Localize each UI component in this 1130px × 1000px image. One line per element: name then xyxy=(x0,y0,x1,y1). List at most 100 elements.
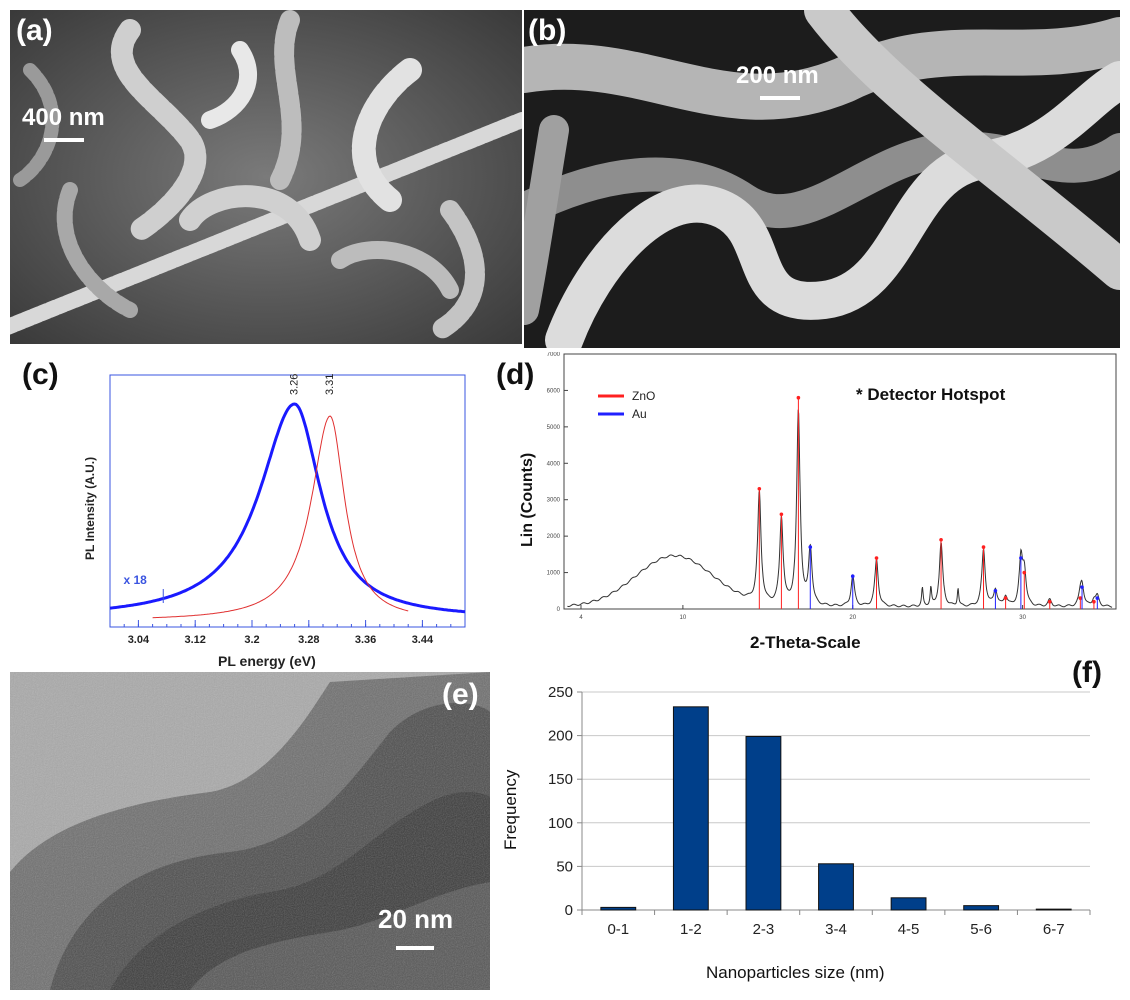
histogram-xtick-label: 5-6 xyxy=(970,921,992,938)
xrd-ytick-label: 3000 xyxy=(547,498,561,504)
xrd-ytick-label: 4000 xyxy=(547,461,561,467)
pl-xtick-label: 3.36 xyxy=(355,634,376,646)
pl-xtick-label: 3.44 xyxy=(412,634,434,646)
zno-peak-marker xyxy=(1078,596,1083,600)
xrd-ytick-label: 7000 xyxy=(547,352,561,358)
zno-peak-marker xyxy=(796,395,801,400)
au-peak-marker xyxy=(808,545,813,549)
zno-peak-marker xyxy=(779,512,784,517)
histogram-ytick-label: 200 xyxy=(548,728,573,745)
histogram-ytick-label: 0 xyxy=(565,902,573,919)
xrd-ytick-label: 5000 xyxy=(547,425,561,431)
pl-series-red xyxy=(152,415,409,619)
pl-xlabel: PL energy (eV) xyxy=(218,653,316,669)
xrd-ytick-label: 1000 xyxy=(547,571,561,577)
scale-bar-e xyxy=(396,946,434,950)
xrd-chart: 0 1000 2000 3000 4000 5000 6000 7000 4 10 20 30 Zn… xyxy=(519,352,1117,652)
xrd-xtick-label: 20 xyxy=(849,615,856,621)
xrd-xtick-label: 10 xyxy=(680,615,687,621)
histogram-xlabel: Nanoparticles size (nm) xyxy=(706,963,885,982)
histogram-ylabel: Frequency xyxy=(501,769,520,850)
panel-label-b: (b) xyxy=(528,14,567,47)
peak-label-3.26: 3.26 xyxy=(289,374,301,395)
xrd-x-ticks: 4 10 20 30 xyxy=(579,605,1027,621)
panel-label-d: (d) xyxy=(496,358,535,391)
histogram-y-ticks: 0 50 100 150 200 250 xyxy=(548,684,582,919)
pl-xtick-label: 3.04 xyxy=(128,634,150,646)
scale-label-b: 200 nm xyxy=(736,62,819,89)
histogram-bar xyxy=(818,863,854,911)
au-peak-marker xyxy=(1095,596,1100,600)
panel-label-c: (c) xyxy=(22,358,59,391)
histogram-xtick-label: 4-5 xyxy=(898,921,920,938)
histogram-bar xyxy=(745,735,782,911)
histogram-bars xyxy=(600,706,1072,911)
zno-peak-marker xyxy=(757,486,762,491)
au-peak-marker xyxy=(1080,585,1084,589)
au-peak-marker xyxy=(1019,556,1023,560)
scale-label-a: 400 nm xyxy=(22,104,105,131)
panel-label-f: (f) xyxy=(1072,656,1102,689)
xrd-trace xyxy=(567,409,1113,608)
zno-peak-marker xyxy=(939,537,943,542)
xrd-y-ticks: 0 1000 2000 3000 4000 5000 6000 7000 xyxy=(547,352,568,613)
pl-x-ticks: 3.04 3.12 3.2 3.28 3.36 3.44 xyxy=(109,620,466,646)
sem-micrograph-b xyxy=(524,10,1120,348)
tem-micrograph-e xyxy=(10,672,490,990)
peak-label-3.31: 3.31 xyxy=(324,374,336,395)
histogram-xtick-label: 6-7 xyxy=(1043,921,1065,938)
histogram-bar xyxy=(600,906,637,911)
pl-plot-frame xyxy=(109,374,466,628)
au-peak-marker xyxy=(850,574,855,579)
scale-bar-b xyxy=(760,96,800,100)
pl-ylabel: PL Intensity (A.U.) xyxy=(83,457,97,560)
scale-bar-a xyxy=(44,138,84,142)
xrd-xtick-label: 30 xyxy=(1019,615,1026,621)
histogram-xtick-label: 3-4 xyxy=(825,921,847,938)
xrd-xlabel: 2-Theta-Scale xyxy=(750,633,861,652)
zno-peak-marker xyxy=(1092,599,1096,604)
histogram-xtick-label: 2-3 xyxy=(753,921,775,938)
pl-series-blue xyxy=(109,402,466,614)
panel-label-e: (e) xyxy=(442,678,479,711)
legend-au-label: Au xyxy=(632,407,647,421)
histogram-ytick-label: 100 xyxy=(548,815,573,832)
tem-image-e: (e) 20 nm xyxy=(10,672,490,990)
histogram-ytick-label: 150 xyxy=(548,771,573,788)
xrd-ylabel: Lin (Counts) xyxy=(519,453,536,547)
histogram-bar xyxy=(672,706,709,911)
pl-xtick-label: 3.12 xyxy=(184,634,205,646)
xrd-ytick-label: 0 xyxy=(557,607,561,613)
histogram-bar xyxy=(890,897,927,911)
histogram-bar xyxy=(1035,908,1072,911)
size-histogram: 0 50 100 150 200 250 0-1 1-2 2-3 3-4 4-5 5-6 6-7 Fr… xyxy=(501,684,1091,982)
sem-image-a: (a) 400 nm xyxy=(10,10,522,344)
au-peak-marker xyxy=(993,588,998,593)
zno-peak-marker xyxy=(1003,596,1008,600)
detector-hotspot-note: * Detector Hotspot xyxy=(856,385,1006,404)
histogram-bar xyxy=(963,905,1000,911)
zno-peak-marker xyxy=(1047,599,1052,604)
histogram-x-ticks: 0-1 1-2 2-3 3-4 4-5 5-6 6-7 xyxy=(581,910,1091,938)
pl-chart: 3.04 3.12 3.2 3.28 3.36 3.44 3.26 3.31 x 18 P… xyxy=(83,374,466,669)
histogram-xtick-label: 0-1 xyxy=(607,921,629,938)
sem-micrograph-a xyxy=(10,10,522,344)
x18-label: x 18 xyxy=(124,573,148,587)
zno-peak-marker xyxy=(981,545,986,549)
xrd-peak-markers xyxy=(757,395,1100,609)
xrd-xtick-label: 4 xyxy=(579,615,583,621)
xrd-ytick-label: 6000 xyxy=(547,388,561,394)
panel-label-a: (a) xyxy=(16,14,53,47)
histogram-ytick-label: 50 xyxy=(556,858,573,875)
scale-label-e: 20 nm xyxy=(378,904,454,934)
histogram-ytick-label: 250 xyxy=(548,684,573,701)
zno-peak-marker xyxy=(1022,570,1027,575)
xrd-ytick-label: 2000 xyxy=(547,534,561,540)
histogram-xtick-label: 1-2 xyxy=(680,921,702,938)
legend-zno-label: ZnO xyxy=(632,389,655,403)
sem-image-b: (b) 200 nm xyxy=(524,10,1120,348)
pl-xtick-label: 3.28 xyxy=(298,634,319,646)
xrd-plot-frame xyxy=(563,353,1117,610)
pl-xtick-label: 3.2 xyxy=(244,634,259,646)
zno-peak-marker xyxy=(874,556,879,560)
